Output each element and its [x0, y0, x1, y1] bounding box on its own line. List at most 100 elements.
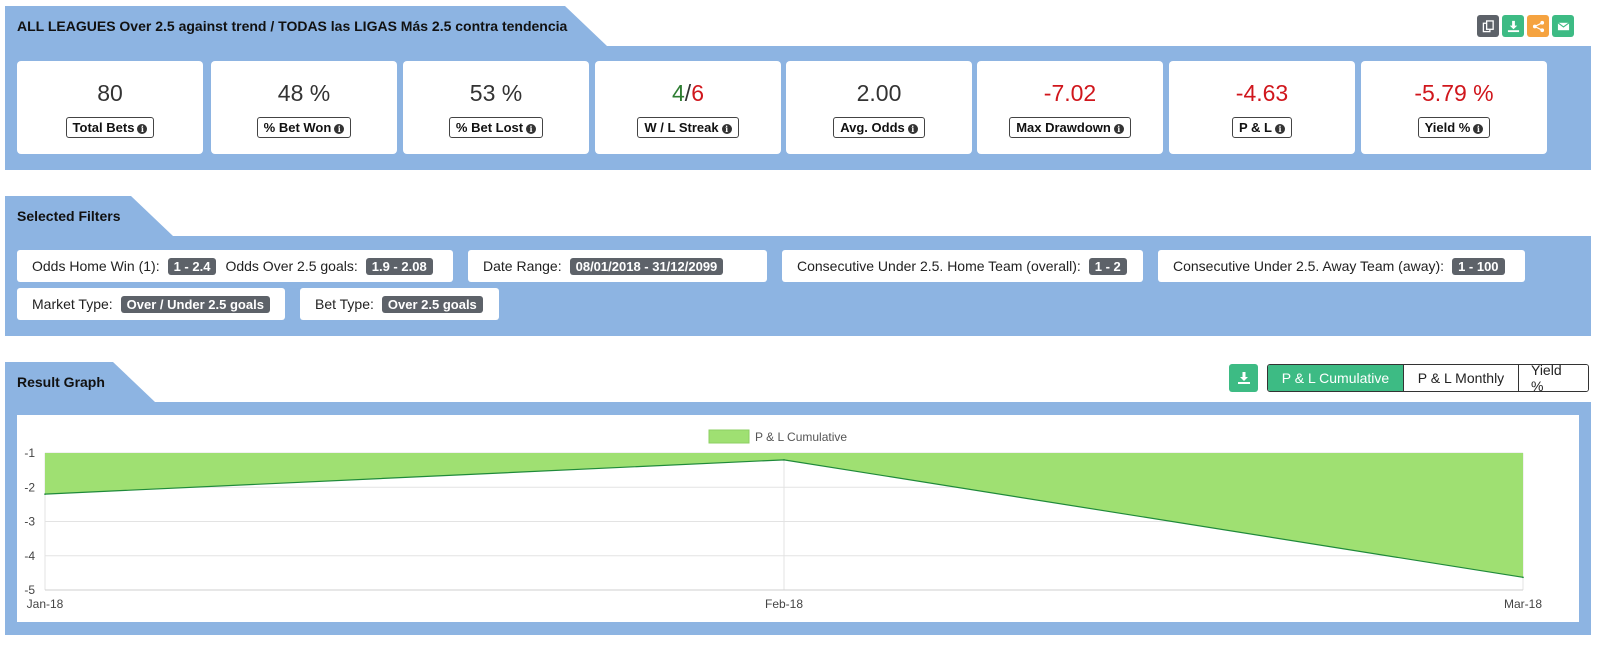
filter-label: Market Type:: [32, 296, 113, 312]
stat-label-text: W / L Streak: [644, 120, 719, 135]
stat-label[interactable]: Yield % i: [1417, 117, 1491, 138]
filter-badge: 1 - 2.4: [167, 257, 217, 275]
filter-badge: 08/01/2018 - 31/12/2099: [569, 257, 724, 275]
filter-badge: 1 - 2: [1088, 257, 1127, 275]
filter-badge: Over 2.5 goals: [381, 295, 483, 313]
filter-label: Consecutive Under 2.5. Away Team (away):: [1173, 258, 1445, 274]
filter-badge: 1.9 - 2.08: [365, 257, 433, 275]
stat-label-text: Avg. Odds: [840, 120, 905, 135]
graph-tabs: P & L Cumulative P & L Monthly Yield %: [1267, 364, 1589, 392]
stat-value: 48 %: [277, 80, 331, 106]
graph-download-button[interactable]: [1229, 364, 1258, 392]
stat-label[interactable]: Avg. Odds i: [833, 117, 925, 138]
filter-badge: 1 - 100: [1452, 257, 1505, 275]
share-icon: [1532, 20, 1544, 32]
download-button[interactable]: [1502, 15, 1524, 37]
graph-controls: P & L Cumulative P & L Monthly Yield %: [1229, 364, 1589, 392]
data-point: [783, 459, 785, 461]
stat-card-bet-lost: 53 % % Bet Lost i: [403, 61, 589, 154]
stat-label-text: Yield %: [1424, 120, 1471, 135]
info-icon: i: [1473, 124, 1484, 134]
y-tick-label: -1: [24, 446, 35, 460]
email-icon: [1557, 21, 1569, 30]
info-icon: i: [1113, 124, 1124, 134]
filter-bet-type: Bet Type: Over 2.5 goals: [300, 288, 499, 320]
filter-home-under: Consecutive Under 2.5. Home Team (overal…: [782, 250, 1143, 282]
area-fill: [45, 453, 1523, 578]
graph-section-title: Result Graph: [5, 362, 155, 402]
filter-label: Odds Over 2.5 goals:: [225, 258, 358, 274]
data-point: [1522, 576, 1524, 579]
stat-value: 53 %: [469, 80, 523, 106]
stat-label-text: Total Bets: [72, 120, 135, 135]
streak-separator: /: [684, 80, 692, 106]
stat-card-max-drawdown: -7.02 Max Drawdown i: [977, 61, 1163, 154]
info-icon: i: [526, 124, 537, 134]
stat-label[interactable]: % Bet Won i: [256, 117, 352, 138]
win-streak-value: 4: [672, 80, 685, 106]
stat-value: -5.79 %: [1414, 80, 1494, 106]
stat-label[interactable]: Max Drawdown i: [1009, 117, 1131, 138]
stat-value: -7.02: [1043, 80, 1097, 106]
page-title: ALL LEAGUES Over 2.5 against trend / TOD…: [5, 6, 607, 46]
stat-value: 4/6: [595, 79, 781, 107]
filter-badge: Over / Under 2.5 goals: [120, 295, 270, 313]
info-icon: i: [1275, 124, 1285, 134]
filter-away-under: Consecutive Under 2.5. Away Team (away):…: [1158, 250, 1525, 282]
info-icon: i: [137, 124, 148, 134]
filter-market-type: Market Type: Over / Under 2.5 goals: [17, 288, 285, 320]
stat-card-bet-won: 48 % % Bet Won i: [211, 61, 397, 154]
filter-odds: Odds Home Win (1): 1 - 2.4 Odds Over 2.5 g…: [17, 250, 453, 282]
stats-panel: 80 Total Bets i 48 % % Bet Won i 53 % % Be…: [5, 46, 1591, 170]
stat-label[interactable]: W / L Streak i: [637, 117, 739, 138]
info-icon: i: [334, 124, 345, 134]
stat-value: 80: [97, 80, 123, 106]
filters-title-text: Selected Filters: [17, 208, 121, 224]
stat-card-yield: -5.79 % Yield % i: [1361, 61, 1547, 154]
legend-swatch: [708, 429, 750, 444]
tab-pl-cumulative[interactable]: P & L Cumulative: [1268, 365, 1403, 391]
info-icon: i: [907, 124, 918, 134]
tab-pl-monthly[interactable]: P & L Monthly: [1403, 365, 1518, 391]
y-tick-label: -3: [24, 515, 35, 529]
info-icon: i: [721, 124, 732, 134]
y-tick-label: -5: [24, 583, 35, 597]
filters-panel: Odds Home Win (1): 1 - 2.4 Odds Over 2.5 g…: [5, 236, 1591, 336]
stat-label-text: Max Drawdown: [1016, 120, 1111, 135]
filter-label: Bet Type:: [315, 296, 374, 312]
email-button[interactable]: [1552, 15, 1574, 37]
y-tick-label: -4: [24, 549, 35, 563]
legend-label: P & L Cumulative: [755, 430, 847, 444]
chart-container: -1 -2 -3 -4 -5 Jan-18 Feb-18 Mar-18 P & L Cumula…: [17, 415, 1579, 622]
filter-label: Date Range:: [483, 258, 562, 274]
stat-card-total-bets: 80 Total Bets i: [17, 61, 203, 154]
filter-label: Odds Home Win (1):: [32, 258, 160, 274]
stat-value: -4.63: [1235, 80, 1289, 106]
stat-label[interactable]: % Bet Lost i: [448, 117, 544, 138]
page-title-text: ALL LEAGUES Over 2.5 against trend / TOD…: [17, 18, 568, 34]
stat-value: 2.00: [856, 80, 902, 106]
download-icon: [1237, 372, 1250, 384]
x-tick-label: Feb-18: [765, 597, 803, 611]
x-tick-label: Mar-18: [1504, 597, 1542, 611]
copy-button[interactable]: [1477, 15, 1499, 37]
graph-panel: -1 -2 -3 -4 -5 Jan-18 Feb-18 Mar-18 P & L Cumula…: [5, 402, 1591, 635]
tab-yield[interactable]: Yield %: [1518, 365, 1588, 391]
x-tick-label: Jan-18: [27, 597, 64, 611]
stat-card-avg-odds: 2.00 Avg. Odds i: [786, 61, 972, 154]
stat-label-text: % Bet Won: [263, 120, 332, 135]
stat-label-text: % Bet Lost: [455, 120, 524, 135]
filters-section-title: Selected Filters: [5, 196, 173, 236]
download-icon: [1507, 20, 1519, 32]
filter-label: Consecutive Under 2.5. Home Team (overal…: [797, 258, 1081, 274]
stat-label[interactable]: Total Bets i: [65, 117, 155, 138]
filter-date-range: Date Range: 08/01/2018 - 31/12/2099: [468, 250, 767, 282]
stat-card-wl-streak: 4/6 W / L Streak i: [595, 61, 781, 154]
share-button[interactable]: [1527, 15, 1549, 37]
loss-streak-value: 6: [691, 80, 704, 106]
copy-icon: [1482, 19, 1494, 32]
header-toolbar: [1477, 15, 1574, 37]
